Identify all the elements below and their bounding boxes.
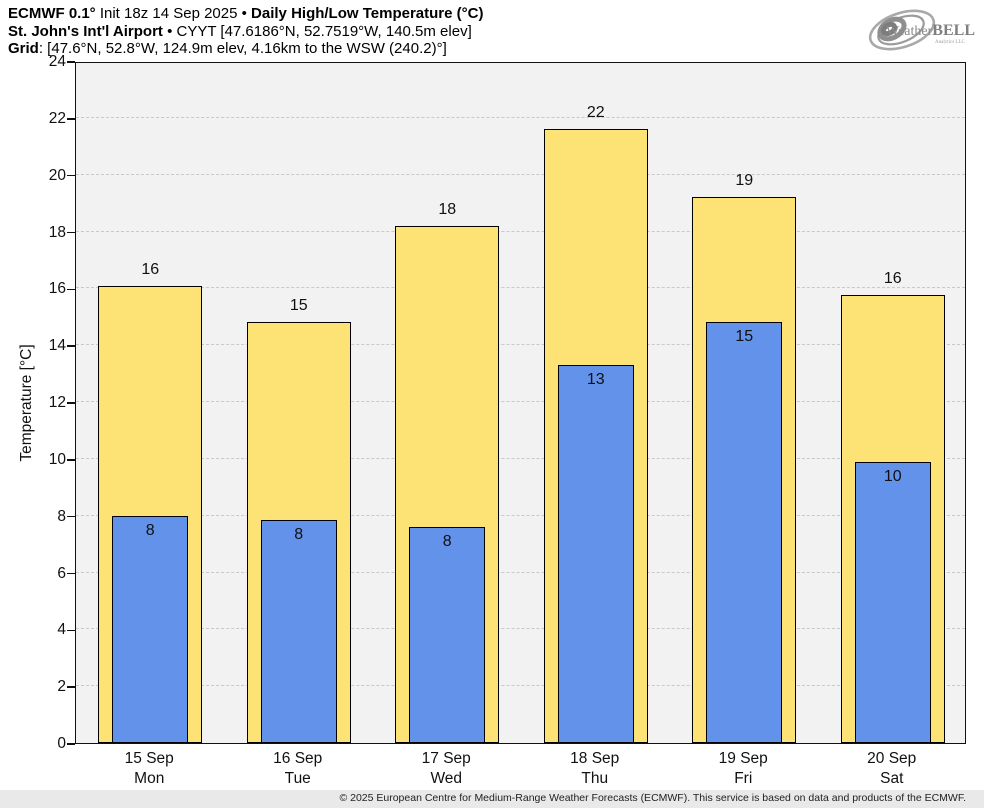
copyright-bar: © 2025 European Centre for Medium-Range …	[0, 790, 984, 808]
station-name: St. John's Int'l Airport	[8, 22, 163, 40]
y-tick-label: 2	[57, 678, 66, 696]
y-tick-label: 14	[48, 337, 66, 355]
y-tick-mark	[67, 118, 75, 120]
y-axis-title: Temperature [°C]	[18, 344, 35, 462]
y-tick-mark	[67, 61, 75, 63]
high-value-label: 18	[438, 200, 457, 218]
x-tick-day: Thu	[581, 769, 609, 787]
high-value-label: 15	[289, 297, 308, 315]
grid-coords: : [47.6°N, 52.8°W, 124.9m elev, 4.16km t…	[38, 40, 447, 57]
y-tick-label: 22	[48, 109, 66, 127]
low-bar	[409, 527, 486, 743]
y-tick-mark	[67, 231, 75, 234]
y-tick-label: 0	[57, 735, 66, 752]
gridline	[76, 287, 965, 289]
low-value-label: 10	[883, 467, 902, 485]
x-tick-date: 15 Sep	[124, 750, 174, 767]
chart-title-line2: St. John's Int'l Airport • CYYT [47.6186…	[8, 23, 472, 41]
y-tick-label: 24	[48, 53, 66, 70]
gridline	[76, 230, 965, 232]
gridline	[76, 685, 965, 687]
plot-area: 16 15 18 22 19 16 8 8 8 13 15 10	[75, 62, 966, 744]
high-value-label: 22	[586, 104, 605, 122]
y-tick-label: 6	[57, 564, 66, 582]
y-tick-label: 10	[48, 450, 66, 468]
gridline	[76, 344, 965, 346]
y-tick-mark	[67, 743, 75, 745]
high-value-label: 16	[141, 260, 160, 278]
y-tick-label: 8	[57, 507, 66, 525]
x-tick-label: 20 Sep Sat	[818, 749, 967, 788]
gridline	[76, 457, 965, 459]
y-tick-mark	[67, 402, 75, 404]
title-init: Init 18z 14 Sep 2025 •	[95, 5, 252, 22]
weatherbell-logo: WeatherBELL Analytics LLC	[868, 9, 975, 51]
station-coords: • CYYT [47.6186°N, 52.7519°W, 140.5m ele…	[162, 22, 472, 40]
y-tick-label: 16	[48, 280, 66, 298]
y-tick-mark	[67, 345, 75, 347]
gridline	[76, 571, 965, 573]
x-tick-date: 16 Sep	[273, 750, 323, 767]
gridline	[76, 514, 965, 516]
x-tick-date: 17 Sep	[421, 750, 471, 767]
y-tick-mark	[67, 288, 75, 291]
low-bar	[112, 515, 189, 743]
title-variable: Daily High/Low Temperature (°C)	[251, 5, 484, 22]
y-tick-mark	[67, 629, 75, 632]
x-tick-label: 16 Sep Tue	[224, 749, 373, 788]
chart-title-line3: Grid: [47.6°N, 52.8°W, 124.9m elev, 4.16…	[8, 40, 447, 58]
y-tick-mark	[67, 686, 75, 688]
x-tick-label: 19 Sep Fri	[669, 749, 818, 788]
high-value-label: 19	[735, 172, 754, 190]
y-tick-label: 4	[57, 621, 66, 639]
low-bar	[557, 365, 634, 743]
x-tick-date: 18 Sep	[570, 750, 620, 767]
x-tick-day: Sat	[880, 769, 904, 787]
high-value-label: 16	[883, 270, 902, 288]
gridline	[76, 628, 965, 630]
chart-title-line1: ECMWF 0.1° Init 18z 14 Sep 2025 • Daily …	[8, 5, 483, 23]
x-tick-date: 19 Sep	[718, 750, 768, 767]
x-tick-day: Fri	[734, 769, 753, 787]
low-bar	[706, 322, 783, 743]
low-value-label: 8	[442, 533, 452, 551]
y-tick-label: 18	[48, 223, 66, 241]
low-bar	[260, 519, 337, 743]
gridline	[76, 401, 965, 402]
x-tick-day: Mon	[134, 769, 165, 787]
logo-wordmark: WeatherBELL	[886, 22, 975, 39]
y-tick-mark	[67, 174, 75, 177]
copyright-text: © 2025 European Centre for Medium-Range …	[339, 792, 966, 804]
x-tick-day: Tue	[284, 769, 311, 787]
x-tick-label: 15 Sep Mon	[75, 749, 224, 788]
gridline	[76, 116, 965, 118]
logo-subtext: Analytics LLC	[935, 40, 966, 45]
x-tick-date: 20 Sep	[867, 750, 917, 767]
hurricane-swirl-icon	[868, 9, 936, 51]
x-tick-label: 17 Sep Wed	[372, 749, 521, 788]
x-tick-label: 18 Sep Thu	[521, 749, 670, 788]
y-tick-label: 12	[48, 394, 66, 411]
low-bar	[854, 461, 931, 743]
low-value-label: 8	[294, 525, 304, 543]
y-tick-mark	[67, 572, 75, 575]
y-tick-mark	[67, 515, 75, 518]
grid-label: Grid	[8, 40, 39, 57]
low-value-label: 15	[735, 328, 754, 346]
y-tick-label: 20	[48, 166, 66, 184]
x-tick-day: Wed	[430, 769, 463, 787]
y-tick-mark	[67, 459, 75, 461]
low-value-label: 8	[145, 521, 155, 539]
gridline	[76, 173, 965, 175]
low-value-label: 13	[586, 371, 605, 389]
title-model: ECMWF 0.1°	[8, 5, 96, 22]
